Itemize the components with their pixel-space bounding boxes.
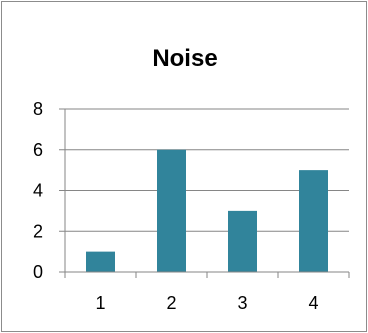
x-tick-labels: 1 2 3 4 [95, 293, 318, 313]
y-tick-labels: 0 2 4 6 8 [33, 99, 43, 282]
x-tick-label: 4 [308, 293, 318, 313]
bar-1 [86, 251, 115, 272]
y-tick-label: 4 [33, 181, 43, 201]
y-tick-label: 0 [33, 262, 43, 282]
y-tick-label: 2 [33, 221, 43, 241]
bars [86, 149, 328, 272]
bar-4 [299, 170, 328, 272]
x-tick-label: 3 [237, 293, 247, 313]
chart-title: Noise [152, 45, 217, 72]
y-tick-label: 6 [33, 140, 43, 160]
axes [59, 109, 350, 278]
x-tick-label: 1 [95, 293, 105, 313]
y-tick-label: 8 [33, 99, 43, 119]
bar-2 [157, 149, 186, 272]
x-tick-label: 2 [166, 293, 176, 313]
bar-3 [228, 210, 257, 272]
